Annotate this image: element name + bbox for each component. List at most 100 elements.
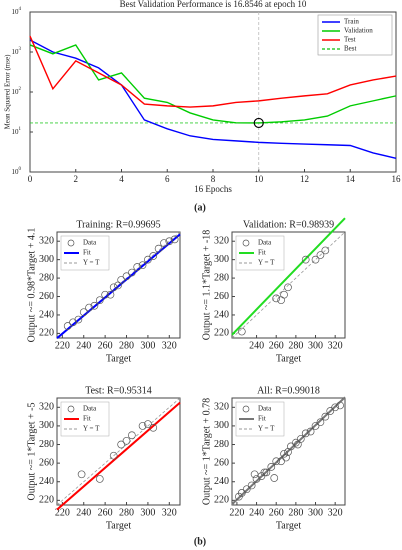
chart-title: Best Validation Performance is 16.8546 a… xyxy=(120,0,307,9)
y-tick-exponent: 4 xyxy=(19,7,22,12)
y-tick-base: 10 xyxy=(12,168,20,176)
data-point xyxy=(321,412,330,421)
y-tick-base: 10 xyxy=(12,48,20,56)
fit-line xyxy=(56,401,181,511)
data-point xyxy=(336,401,344,410)
y-tick-label: 320 xyxy=(39,402,54,413)
panel-label: (a) xyxy=(194,202,206,213)
data-point xyxy=(109,451,118,460)
data-point xyxy=(122,272,131,281)
legend-label: Best xyxy=(344,45,357,53)
y-tick-label: 102 xyxy=(12,87,22,95)
legend-label: Fit xyxy=(258,415,266,423)
y-tick-label: 220 xyxy=(214,495,229,506)
x-tick-label: 320 xyxy=(162,340,177,351)
y-tick-label: 100 xyxy=(12,167,22,175)
y-tick-base: 10 xyxy=(12,128,20,136)
data-point xyxy=(74,315,83,324)
legend-box xyxy=(60,401,110,437)
fit-line xyxy=(231,217,346,336)
data-point xyxy=(95,475,104,483)
data-point xyxy=(149,252,158,260)
data-point xyxy=(138,422,147,430)
identity-line xyxy=(231,231,346,339)
data-point xyxy=(237,489,246,497)
x-tick-label: 220 xyxy=(55,507,70,518)
x-tick-label: 2 xyxy=(74,174,79,184)
legend-label: Y = T xyxy=(258,425,275,433)
data-point xyxy=(287,442,295,451)
series-line xyxy=(29,39,397,159)
data-point xyxy=(247,481,256,490)
x-tick-label: 220 xyxy=(55,340,70,351)
data-point xyxy=(79,308,88,317)
identity-line xyxy=(56,397,181,506)
x-tick-label: 280 xyxy=(288,507,303,518)
y-tick-label: 260 xyxy=(39,457,54,468)
data-point xyxy=(85,303,93,312)
data-point xyxy=(311,422,320,430)
data-point xyxy=(252,475,261,483)
y-tick-label: 240 xyxy=(214,309,229,320)
data-point xyxy=(284,283,292,292)
data-point xyxy=(138,261,147,270)
x-tick-label: 0 xyxy=(28,174,33,184)
data-point xyxy=(242,485,251,494)
x-tick-label: 300 xyxy=(308,340,323,351)
y-axis-label: Output ~= 1*Target + 0.78 xyxy=(201,398,212,505)
data-point xyxy=(250,470,259,479)
y-tick-exponent: 1 xyxy=(19,127,22,132)
y-axis-label: Output ~= 1*Target + -5 xyxy=(26,402,37,500)
y-tick-label: 103 xyxy=(12,47,22,55)
data-point xyxy=(282,453,290,462)
x-tick-label: 8 xyxy=(211,174,216,184)
data-point xyxy=(106,290,115,299)
x-axis-label: Target xyxy=(106,520,131,531)
chart-title: Test: R=0.95314 xyxy=(85,385,152,396)
x-tick-label: 260 xyxy=(98,507,113,518)
data-point xyxy=(165,237,174,246)
x-tick-label: 260 xyxy=(98,340,113,351)
y-tick-label: 101 xyxy=(12,127,22,135)
x-tick-label: 14 xyxy=(346,174,356,184)
data-point xyxy=(144,420,152,428)
data-point xyxy=(296,435,305,443)
legend-label: Data xyxy=(83,405,97,413)
y-tick-label: 260 xyxy=(39,291,54,302)
panel-label: (b) xyxy=(194,536,206,547)
data-point xyxy=(277,457,285,466)
x-tick-label: 10 xyxy=(254,174,264,184)
legend-label: Y = T xyxy=(258,259,275,267)
x-tick-label: 300 xyxy=(140,340,155,351)
x-tick-label: 280 xyxy=(119,340,134,351)
y-tick-label: 240 xyxy=(39,309,54,320)
data-point xyxy=(117,276,126,284)
x-axis-label: Target xyxy=(276,353,301,364)
x-tick-label: 300 xyxy=(140,507,155,518)
legend-label: Data xyxy=(258,239,272,247)
data-point xyxy=(272,457,281,466)
data-point xyxy=(77,470,86,479)
legend-label: Fit xyxy=(83,415,91,423)
data-point xyxy=(292,438,300,447)
y-tick-base: 10 xyxy=(12,88,20,96)
legend-swatch xyxy=(67,239,75,247)
data-point xyxy=(321,246,330,255)
data-point xyxy=(128,268,136,277)
x-tick-label: 220 xyxy=(229,507,244,518)
y-tick-label: 320 xyxy=(214,402,229,413)
data-point xyxy=(63,322,72,330)
data-point xyxy=(109,283,118,292)
data-point xyxy=(101,290,109,299)
y-axis-label: Output ~= 1.1*Target + -18 xyxy=(201,230,212,341)
x-tick-label: 4 xyxy=(119,174,124,184)
chart-title: All: R=0.99018 xyxy=(257,385,320,396)
x-tick-label: 6 xyxy=(165,174,170,184)
x-tick-label: 280 xyxy=(288,340,303,351)
chart-title: Training: R=0.99695 xyxy=(76,219,160,230)
data-point xyxy=(280,290,288,299)
y-tick-label: 300 xyxy=(214,254,229,265)
fit-line xyxy=(231,396,346,506)
data-point xyxy=(311,255,320,264)
